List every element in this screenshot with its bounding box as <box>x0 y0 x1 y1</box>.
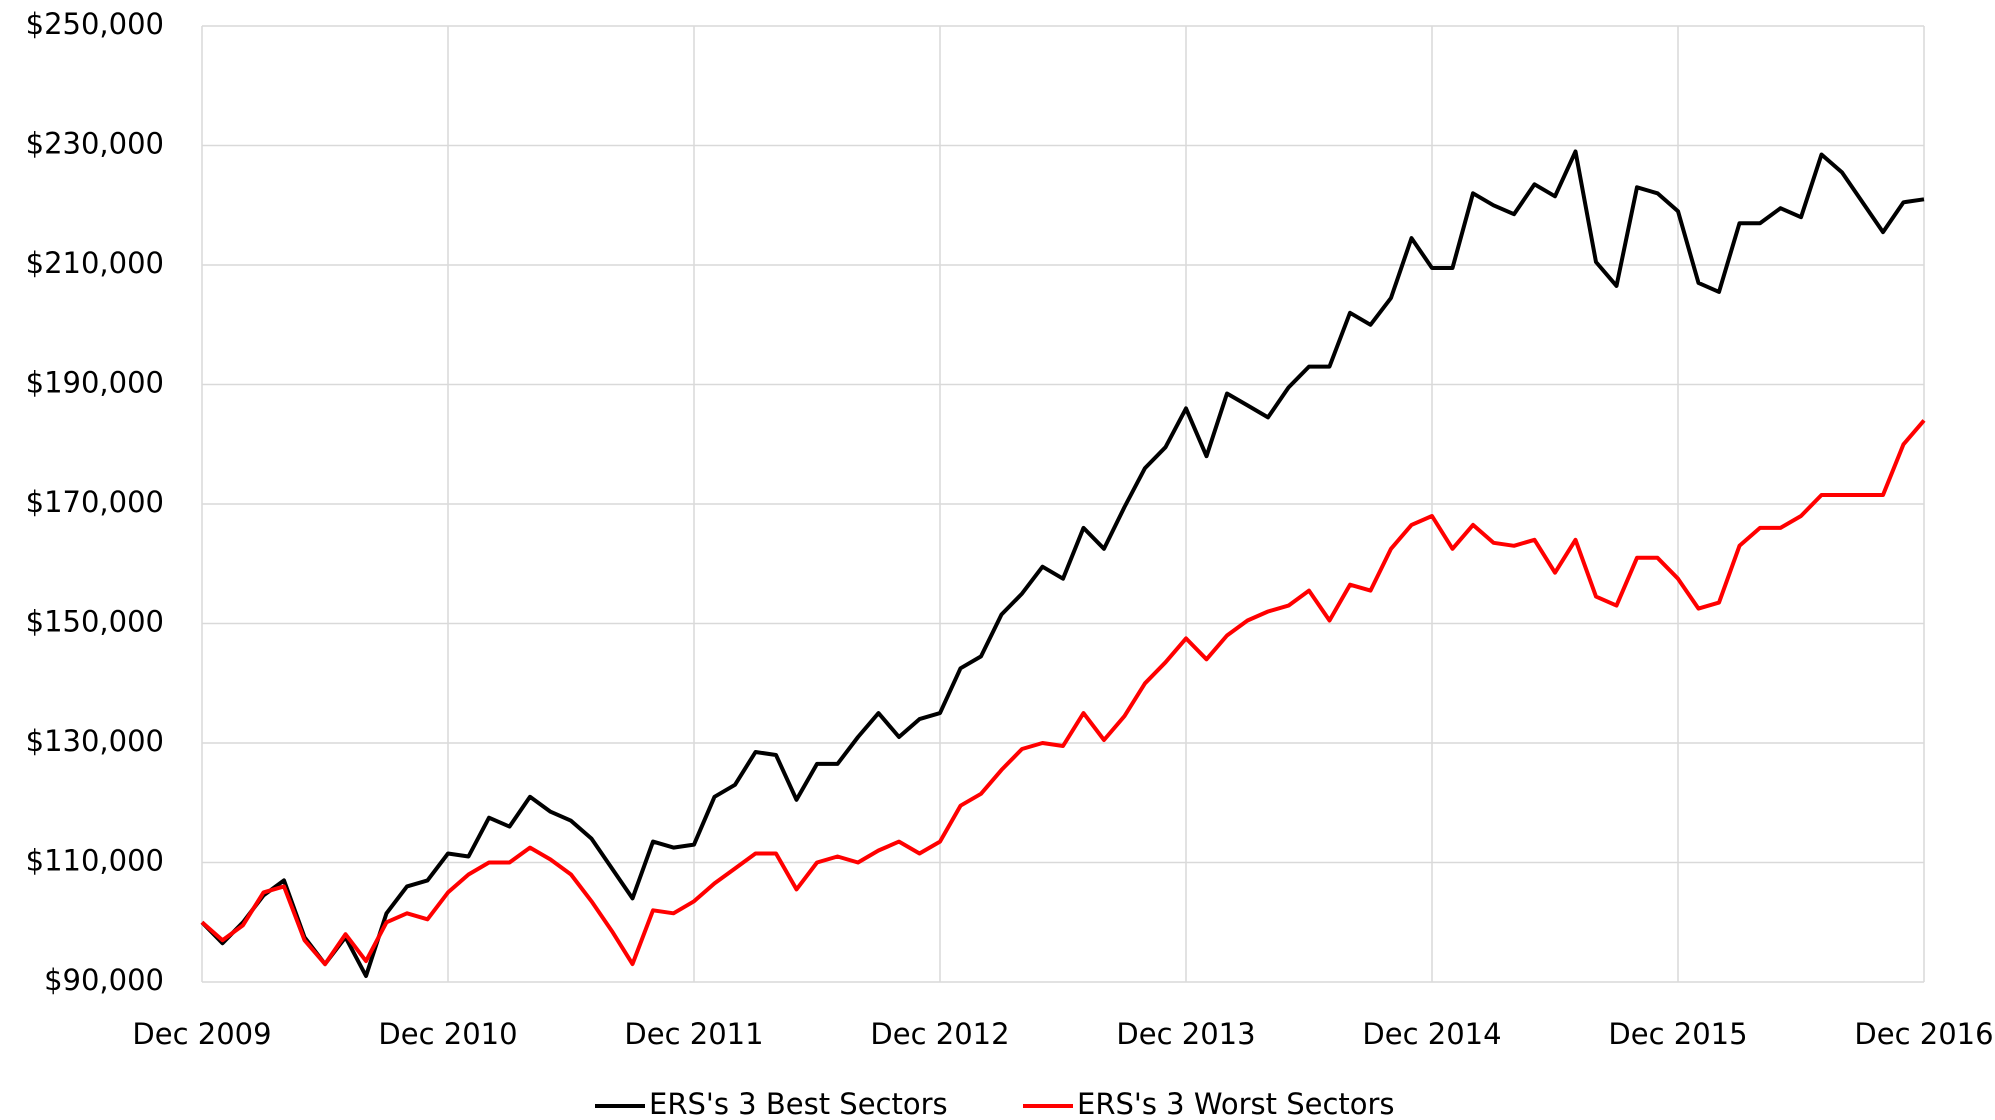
series-line <box>200 419 1926 967</box>
y-tick-label: $190,000 <box>26 366 164 400</box>
x-tick-label: Dec 2010 <box>378 1017 517 1051</box>
x-tick-label: Dec 2016 <box>1854 1017 1993 1051</box>
y-tick-label: $230,000 <box>26 127 164 161</box>
series-line <box>200 149 1925 978</box>
x-tick-label: Dec 2009 <box>132 1017 271 1051</box>
x-tick-label: Dec 2015 <box>1608 1017 1747 1051</box>
x-tick-label: Dec 2013 <box>1116 1017 1255 1051</box>
y-tick-label: $130,000 <box>26 724 164 758</box>
y-tick-label: $250,000 <box>26 7 164 41</box>
legend-label: ERS's 3 Worst Sectors <box>1077 1087 1395 1120</box>
y-tick-label: $210,000 <box>26 246 164 280</box>
y-tick-label: $170,000 <box>26 485 164 519</box>
y-tick-label: $150,000 <box>26 605 164 639</box>
y-tick-label: $90,000 <box>44 963 164 997</box>
x-tick-label: Dec 2011 <box>624 1017 763 1051</box>
legend-label: ERS's 3 Best Sectors <box>649 1087 948 1120</box>
x-tick-label: Dec 2014 <box>1362 1017 1501 1051</box>
x-tick-label: Dec 2012 <box>870 1017 1009 1051</box>
y-tick-label: $110,000 <box>26 844 164 878</box>
